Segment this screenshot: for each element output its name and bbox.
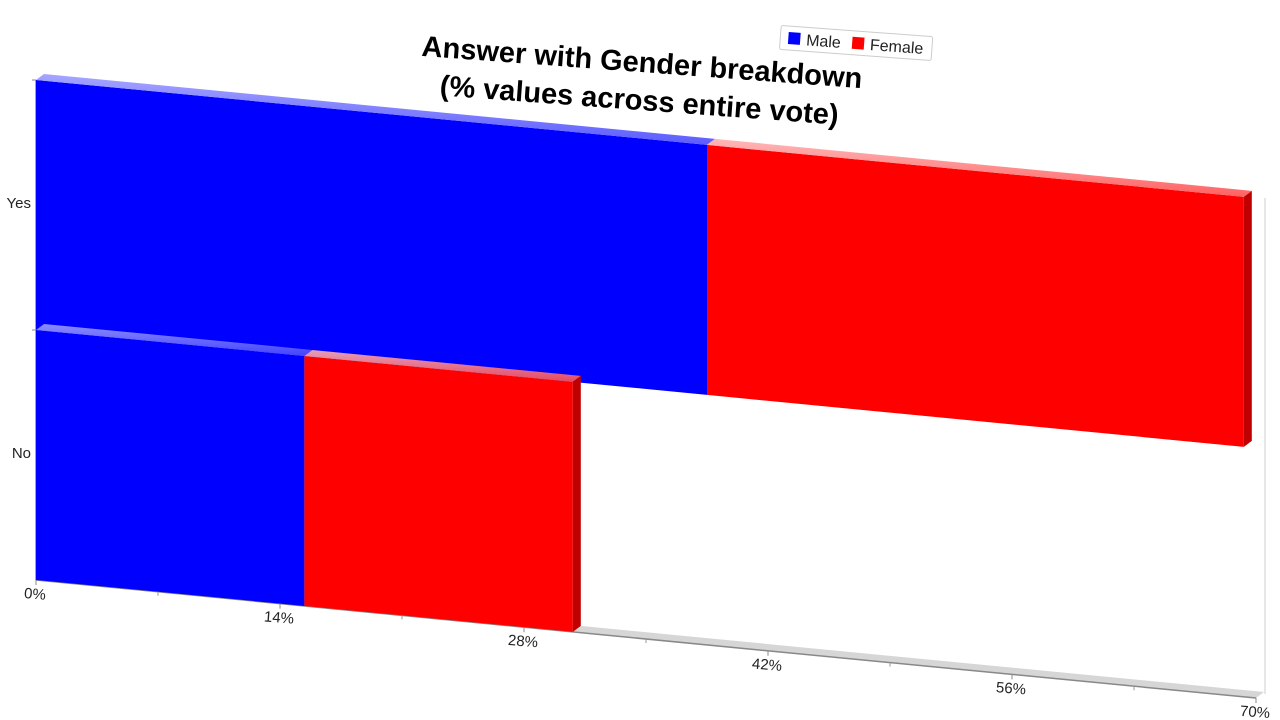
category-label-yes: Yes xyxy=(7,195,31,212)
legend: Male Female xyxy=(779,25,934,61)
x-tick-label: 42% xyxy=(751,656,782,675)
bars xyxy=(32,74,1252,632)
bar-top-no-female xyxy=(304,349,581,382)
bar-side-no xyxy=(572,375,581,632)
bar-top-yes-male xyxy=(36,74,715,145)
bar-top-no-male xyxy=(36,324,313,356)
x-tick-label: 0% xyxy=(23,585,46,604)
bar-yes-female xyxy=(707,144,1244,447)
legend-label-male: Male xyxy=(806,32,842,52)
x-tick-label: 14% xyxy=(263,608,294,627)
bar-yes-male xyxy=(36,80,707,395)
x-tick-label: 56% xyxy=(995,679,1026,698)
x-ticks: 0% 14% 28% 42% 56% 70% xyxy=(23,580,1271,720)
bar-top-yes-female xyxy=(707,138,1252,197)
category-label-no: No xyxy=(12,445,31,462)
legend-swatch-female xyxy=(851,36,865,50)
bar-no-male xyxy=(36,330,305,606)
x-tick-label: 28% xyxy=(507,632,538,651)
bar-side-yes xyxy=(1243,190,1252,447)
category-labels: Yes No xyxy=(7,195,31,462)
bar-no-female xyxy=(304,355,573,632)
legend-label-female: Female xyxy=(869,37,924,58)
x-tick-label: 70% xyxy=(1239,703,1270,720)
legend-swatch-male xyxy=(787,32,801,45)
